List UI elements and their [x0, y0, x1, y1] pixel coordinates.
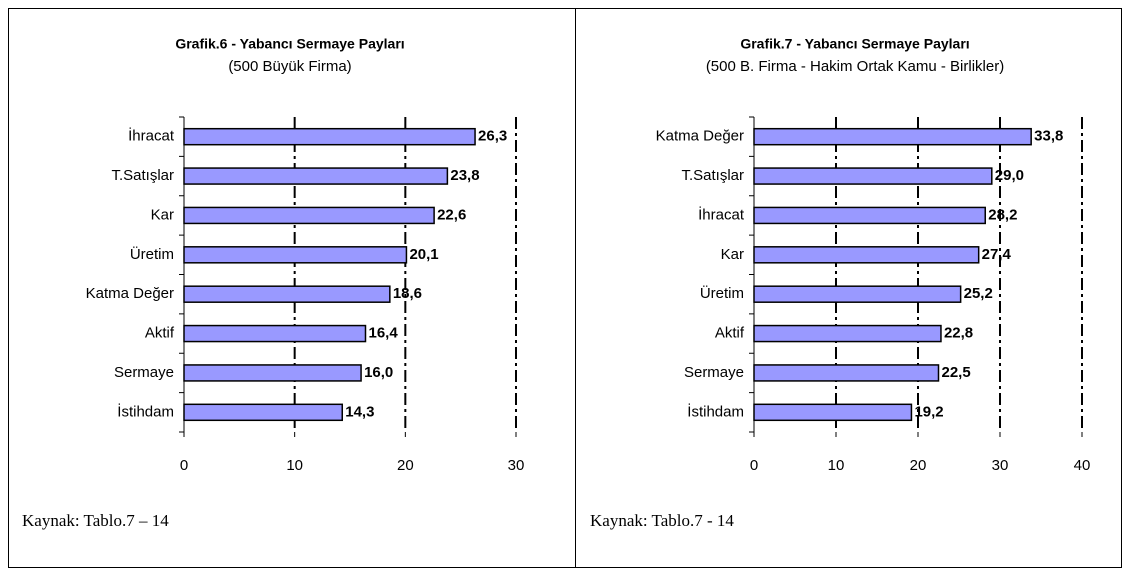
y-tick-label: Aktif: [145, 325, 175, 342]
y-tick-label: Üretim: [130, 245, 174, 263]
bar: [183, 206, 435, 225]
y-tick-label: Kar: [721, 246, 744, 263]
value-label: 19,2: [914, 403, 943, 420]
x-tick-label: 10: [286, 457, 303, 474]
y-tick-label: Kar: [151, 206, 174, 223]
x-tick-label: 20: [910, 457, 927, 474]
chart-subtitle: (500 B. Firma - Hakim Ortak Kamu - Birli…: [706, 58, 1004, 75]
x-tick-label: 10: [828, 457, 845, 474]
x-tick-label: 30: [992, 457, 1009, 474]
x-tick-label: 0: [180, 457, 188, 474]
value-label: 16,0: [364, 364, 393, 381]
value-label: 29,0: [995, 167, 1024, 184]
value-label: 33,8: [1034, 128, 1063, 145]
bar: [753, 285, 962, 303]
value-label: 22,6: [437, 206, 466, 223]
bar: [183, 403, 344, 422]
value-label: 26,3: [478, 128, 507, 145]
value-label: 28,2: [988, 206, 1017, 223]
value-label: 16,4: [368, 325, 398, 342]
bar: [753, 324, 942, 343]
y-tick-label: T.Satışlar: [681, 167, 744, 184]
y-tick-label: İstihdam: [117, 402, 174, 420]
bar: [183, 364, 362, 382]
y-tick-label: Üretim: [700, 284, 744, 302]
chart-subtitle: (500 Büyük Firma): [228, 58, 351, 75]
y-tick-label: İhracat: [698, 205, 745, 223]
x-tick-label: 30: [508, 457, 525, 474]
x-tick-label: 40: [1074, 457, 1091, 474]
value-label: 25,2: [964, 285, 993, 302]
x-tick-label: 0: [750, 457, 758, 474]
chart-title: Grafik.7 - Yabancı Sermaye Payları: [740, 36, 969, 52]
bar: [753, 364, 940, 382]
x-tick-label: 20: [397, 457, 414, 474]
bar: [753, 127, 1032, 146]
value-label: 20,1: [409, 246, 438, 263]
bar: [183, 324, 367, 343]
y-tick-label: Katma Değer: [86, 285, 174, 302]
frame: [8, 8, 1122, 568]
bar: [753, 167, 993, 185]
value-label: 22,8: [944, 325, 973, 342]
bar: [183, 167, 449, 185]
value-label: 23,8: [450, 167, 479, 184]
value-label: 27,4: [982, 246, 1012, 263]
bar: [183, 246, 408, 264]
value-label: 22,5: [942, 364, 971, 381]
source: Kaynak: Tablo.7 – 14: [22, 511, 169, 530]
bar: [753, 246, 980, 264]
bar: [183, 127, 476, 146]
y-tick-label: Sermaye: [684, 364, 744, 381]
value-label: 14,3: [345, 403, 374, 420]
y-tick-label: Aktif: [715, 325, 745, 342]
y-tick-label: İstihdam: [687, 402, 744, 420]
y-tick-label: Katma Değer: [656, 128, 744, 145]
bar: [753, 403, 913, 422]
y-tick-label: Sermaye: [114, 364, 174, 381]
y-tick-label: T.Satışlar: [111, 167, 174, 184]
source: Kaynak: Tablo.7 - 14: [590, 511, 734, 530]
bar: [183, 285, 391, 303]
chart-title: Grafik.6 - Yabancı Sermaye Payları: [175, 36, 404, 52]
value-label: 18,6: [393, 285, 422, 302]
bar: [753, 206, 986, 225]
y-tick-label: İhracat: [128, 127, 175, 145]
